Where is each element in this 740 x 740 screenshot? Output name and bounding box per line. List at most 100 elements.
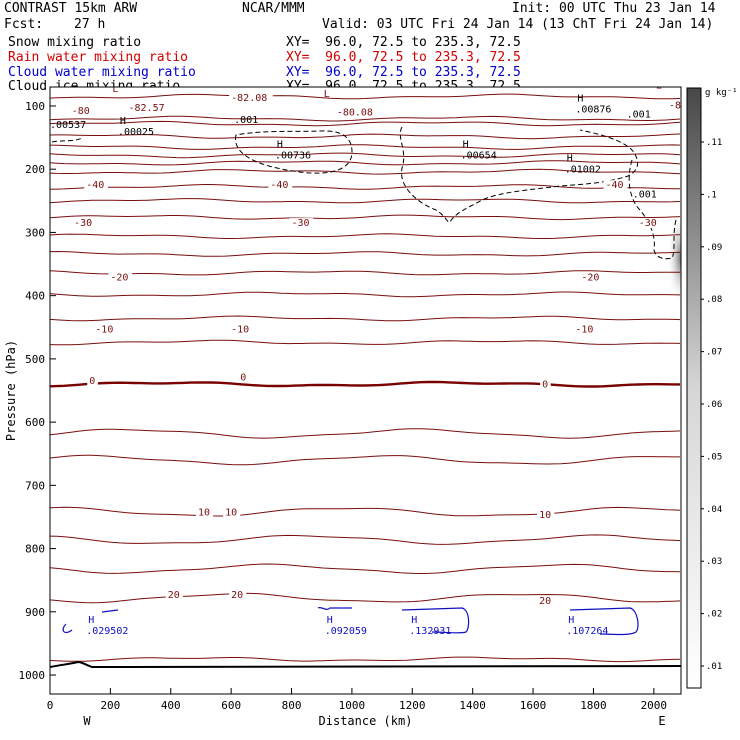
isotherm-label: -20 <box>581 272 599 283</box>
isotherm <box>50 160 681 166</box>
isotherm-label: -30 <box>74 218 92 229</box>
org-label: NCAR/MMM <box>242 1 305 16</box>
isotherm-label: -80.08 <box>337 107 373 118</box>
x-tick-label: 1600 <box>520 699 547 712</box>
y-tick-label: 1000 <box>19 669 46 682</box>
extremum-value: .00537 <box>50 120 86 131</box>
isotherm <box>50 291 681 298</box>
high-marker: H <box>577 93 583 104</box>
isotherm <box>50 428 681 439</box>
isotherm-label: 10 <box>198 508 210 519</box>
label-backdrop <box>93 324 118 335</box>
isotherm <box>50 152 681 159</box>
x-tick-label: 400 <box>161 699 181 712</box>
east-label: E <box>658 714 665 728</box>
label-backdrop <box>84 180 109 191</box>
ice-contour-northwest <box>51 137 83 143</box>
y-tick-label: 100 <box>25 100 45 113</box>
extremum-value: .01002 <box>565 164 601 175</box>
isotherm <box>50 339 681 346</box>
low-marker: L <box>656 81 662 92</box>
isotherm <box>50 198 681 204</box>
snow-shading <box>667 210 681 306</box>
extremum-value: .001 <box>633 190 657 201</box>
isotherm <box>50 133 681 140</box>
label-backdrop <box>69 106 94 117</box>
isotherm <box>50 656 681 663</box>
isotherm-label: -40 <box>86 180 104 191</box>
init-time: Init: 00 UTC Thu 23 Jan 14 <box>512 1 716 16</box>
y-tick-label: 700 <box>25 479 45 492</box>
label-backdrop <box>72 218 96 229</box>
plot-area: -80 -82.57 -82.08 -80.08 -84.8 -40 -40 -40 -30 -3… <box>49 81 682 695</box>
isotherm-label: -40 <box>270 180 288 191</box>
isotherm <box>50 534 681 545</box>
x-tick-label: 200 <box>100 699 120 712</box>
extremum-value: .00025 <box>118 127 154 138</box>
extremum-value: .092059 <box>325 626 367 637</box>
y-tick-label: 300 <box>25 226 45 239</box>
low-marker: L <box>112 84 118 95</box>
label-backdrop <box>108 272 133 283</box>
ice-contour-central <box>399 126 638 223</box>
isotherm-label: -10 <box>231 324 249 335</box>
colorbar-tick-label: .01 <box>706 662 722 672</box>
isotherm-label: 20 <box>231 590 243 601</box>
isotherm-label: -30 <box>292 218 310 229</box>
label-backdrop <box>579 272 604 283</box>
colorbar-tick-label: .11 <box>706 138 722 148</box>
colorbar: g kg⁻¹ .11 .1 .09 .08 .07 .06 .05 .04 .03 .02 .01 <box>686 87 738 689</box>
y-tick-label: 900 <box>25 606 45 619</box>
ice-contour-east <box>628 159 677 260</box>
isotherm-label: 10 <box>539 510 551 521</box>
label-backdrop <box>238 372 249 383</box>
low-marker: L <box>324 89 330 100</box>
label-backdrop <box>603 180 628 191</box>
extremum-value: .132931 <box>409 626 451 637</box>
label-backdrop <box>165 589 183 600</box>
fcst-value: 27 h <box>74 17 106 32</box>
high-marker: H <box>411 615 417 626</box>
isotherm <box>50 115 681 122</box>
field-label-rain: Rain water mixing ratio <box>8 50 189 65</box>
high-marker: H <box>327 615 333 626</box>
colorbar-gradient <box>686 87 702 689</box>
colorbar-tick-label: .08 <box>706 295 722 305</box>
isotherm-label: 20 <box>539 596 551 607</box>
colorbar-unit: g kg⁻¹ <box>705 88 738 98</box>
isotherm-label: -30 <box>639 218 657 229</box>
y-axis-title: Pressure (hPa) <box>4 340 18 441</box>
high-marker: H <box>567 153 573 164</box>
x-axis-title: Distance (km) <box>319 714 413 728</box>
high-marker: H <box>277 139 283 150</box>
isotherm <box>50 250 681 257</box>
field-xy-cloud-water: XY= 96.0, 72.5 to 235.3, 72.5 <box>286 65 521 80</box>
x-tick-label: 1800 <box>580 699 607 712</box>
colorbar-tick-label: .1 <box>706 190 717 200</box>
x-tick-label: 1000 <box>339 699 366 712</box>
high-marker: H <box>120 116 126 127</box>
valid-time: Valid: 03 UTC Fri 24 Jan 14 (13 ChT Fri … <box>322 17 714 32</box>
colorbar-tick-label: .03 <box>706 557 722 567</box>
isotherm-label: -80 <box>72 106 90 117</box>
label-backdrop <box>334 107 379 118</box>
label-backdrop <box>229 324 253 335</box>
isotherm-label: -82.08 <box>231 93 267 104</box>
label-backdrop <box>229 92 273 103</box>
colorbar-tick-label: .05 <box>706 452 722 462</box>
y-tick-label: 800 <box>25 543 45 556</box>
isotherm <box>50 315 681 322</box>
label-backdrop <box>540 379 551 390</box>
colorbar-tick-label: .04 <box>706 505 722 515</box>
high-marker: H <box>88 615 94 626</box>
extremum-value: .029502 <box>86 626 128 637</box>
axes: 0 200 400 600 800 1000 1200 1400 1600 1800 2000100… <box>4 100 667 728</box>
model-title: CONTRAST 15km ARW <box>4 1 138 16</box>
isotherm <box>50 233 681 239</box>
high-marker: H <box>568 615 574 626</box>
isotherm-label: 0 <box>542 379 548 390</box>
cloud-water-contour-3 <box>317 606 352 611</box>
colorbar-tick-label: .09 <box>706 243 722 253</box>
y-tick-label: 600 <box>25 416 45 429</box>
colorbar-tick-label: .02 <box>706 610 722 620</box>
